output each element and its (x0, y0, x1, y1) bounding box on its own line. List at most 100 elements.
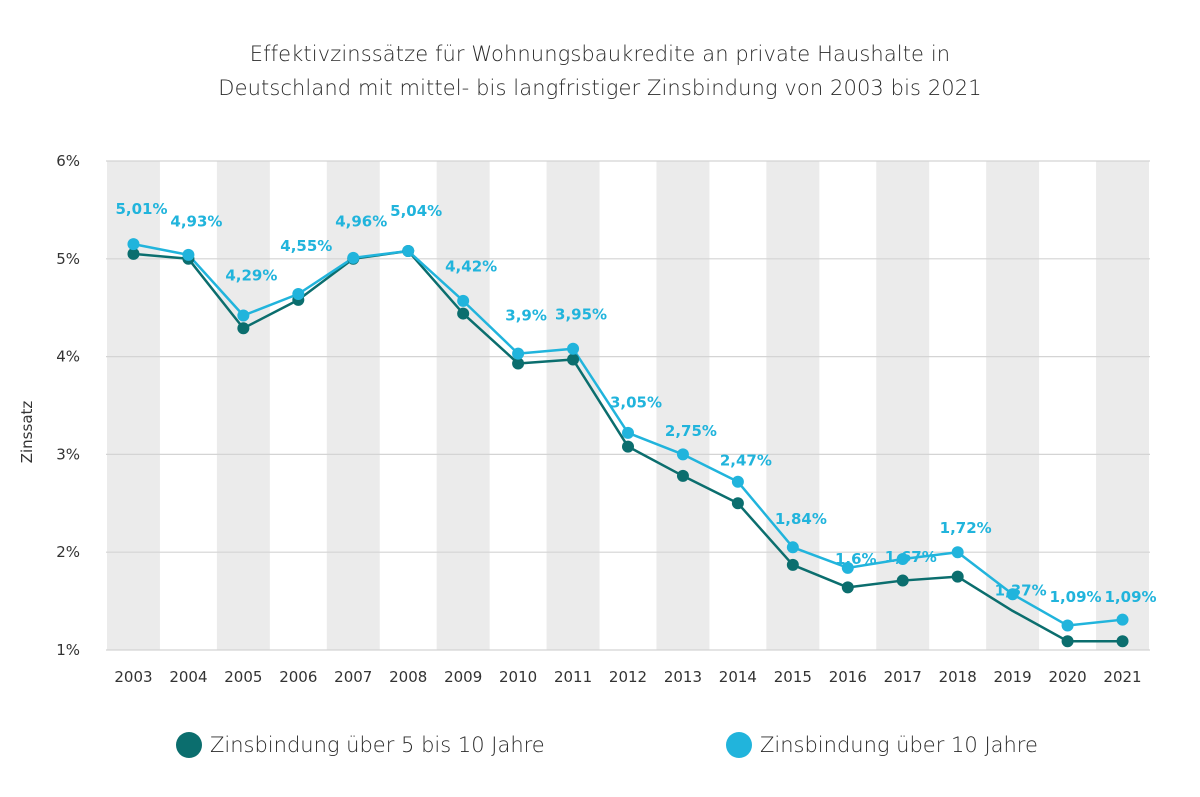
x-tick-label: 2016 (829, 668, 867, 686)
x-tick-label: 2019 (994, 668, 1032, 686)
x-tick-label: 2010 (499, 668, 537, 686)
data-point-series-2 (567, 342, 580, 355)
data-point-series-1 (951, 570, 964, 583)
data-point-series-1 (1116, 635, 1129, 648)
data-label: 1,09% (1050, 588, 1102, 606)
x-tick-label: 2017 (884, 668, 922, 686)
legend-label-series-2: Zinsbindung über 10 Jahre (760, 733, 1038, 757)
data-point-series-2 (402, 244, 415, 257)
data-point-series-2 (841, 561, 854, 574)
x-tick-label: 2018 (939, 668, 977, 686)
data-label: 2,75% (665, 422, 717, 440)
data-label: 4,42% (445, 258, 497, 276)
alternating-bands (107, 161, 1149, 650)
chart-title-line-1: Effektivzinssätze für Wohnungsbaukredite… (249, 42, 951, 66)
data-point-series-1 (1061, 635, 1074, 648)
data-point-series-1 (896, 574, 909, 587)
data-label: 1,72% (940, 519, 992, 537)
x-tick-label: 2004 (169, 668, 207, 686)
data-point-series-2 (731, 475, 744, 488)
y-tick-label: 5% (56, 250, 80, 268)
x-tick-label: 2021 (1103, 668, 1141, 686)
data-label: 4,55% (280, 237, 332, 255)
band-2007 (326, 161, 380, 650)
data-point-series-1 (512, 357, 525, 370)
data-point-series-2 (512, 347, 525, 360)
data-label: 2,47% (720, 451, 772, 469)
x-tick-label: 2013 (664, 668, 702, 686)
band-2015 (766, 161, 820, 650)
y-tick-label: 6% (56, 152, 80, 170)
data-point-series-2 (786, 541, 799, 554)
data-label: 5,01% (115, 200, 167, 218)
band-2017 (876, 161, 930, 650)
band-2011 (546, 161, 600, 650)
x-tick-label: 2003 (114, 668, 152, 686)
data-point-series-1 (622, 440, 634, 453)
data-label: 4,96% (335, 213, 387, 231)
data-point-series-2 (676, 448, 689, 461)
chart-title-line-2: Deutschland mit mittel- bis langfristige… (218, 76, 982, 100)
data-label: 5,04% (390, 202, 442, 220)
data-label: 3,95% (555, 306, 607, 324)
data-point-series-1 (676, 469, 689, 482)
x-tick-label: 2014 (719, 668, 757, 686)
data-label: 1,84% (775, 510, 827, 528)
data-label: 3,9% (505, 307, 547, 325)
x-tick-label: 2012 (609, 668, 647, 686)
data-label: 4,29% (225, 266, 277, 284)
legend-label-series-1: Zinsbindung über 5 bis 10 Jahre (210, 733, 545, 757)
y-tick-label: 4% (56, 348, 80, 366)
x-axis-ticks: 2003 2004 2005 2006 2007 2008 2009 2010 2011 2012… (114, 668, 1141, 686)
y-axis-ticks: 1% 2% 3% 4% 5% 6% (56, 152, 80, 659)
legend-marker-series-2 (726, 732, 752, 758)
legend-item-series-1: Zinsbindung über 5 bis 10 Jahre (176, 728, 545, 762)
data-point-series-2 (127, 238, 140, 251)
data-point-series-2 (1116, 613, 1129, 626)
band-2021 (1096, 161, 1149, 650)
data-label: 1,09% (1105, 588, 1157, 606)
data-point-series-1 (731, 497, 744, 510)
band-2005 (216, 161, 270, 650)
gridlines (106, 160, 1150, 651)
x-tick-label: 2011 (554, 668, 592, 686)
x-tick-label: 2009 (444, 668, 482, 686)
series-markers (127, 238, 1129, 648)
data-point-series-2 (182, 248, 195, 261)
data-label: 1,6% (835, 550, 877, 568)
band-2009 (436, 161, 490, 650)
y-tick-label: 2% (56, 543, 80, 561)
x-tick-label: 2005 (224, 668, 262, 686)
data-point-series-2 (622, 426, 634, 439)
data-point-series-1 (127, 247, 140, 260)
data-point-series-1 (786, 558, 799, 571)
data-label: 1,67% (885, 548, 937, 566)
x-tick-label: 2008 (389, 668, 427, 686)
x-tick-label: 2015 (774, 668, 812, 686)
x-tick-label: 2020 (1048, 668, 1086, 686)
x-tick-label: 2007 (334, 668, 372, 686)
data-point-series-1 (567, 353, 580, 366)
data-point-series-2 (292, 288, 305, 301)
data-point-series-2 (1061, 619, 1074, 632)
data-label: 4,93% (170, 213, 222, 231)
band-2019 (986, 161, 1040, 650)
band-2003 (107, 161, 160, 650)
data-point-series-2 (347, 251, 360, 264)
legend-marker-series-1 (176, 732, 202, 758)
y-axis-label: Zinssatz (18, 401, 36, 464)
data-point-series-2 (896, 553, 909, 566)
data-labels: 5,01%4,93% 4,29%4,55%4,96%5,04% 4,42% 3,9% 3… (115, 200, 1156, 606)
data-point-series-2 (1006, 588, 1019, 601)
data-point-series-2 (457, 294, 470, 307)
x-tick-label: 2006 (279, 668, 317, 686)
band-2013 (656, 161, 710, 650)
data-point-series-1 (841, 581, 854, 594)
data-point-series-2 (237, 309, 250, 322)
y-tick-label: 1% (56, 641, 80, 659)
data-point-series-2 (951, 546, 964, 559)
legend-item-series-2: Zinsbindung über 10 Jahre (726, 728, 1038, 762)
y-tick-label: 3% (56, 445, 80, 463)
